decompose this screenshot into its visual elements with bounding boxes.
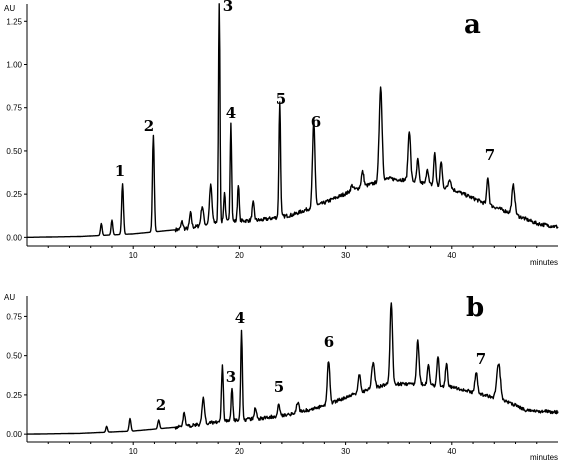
peak-label-7: 7 <box>485 146 495 164</box>
y-tick-label: 0.50 <box>6 352 22 361</box>
peak-label-5: 5 <box>276 90 286 108</box>
y-tick-label: 0.75 <box>6 312 22 321</box>
y-axis-label-b: AU <box>4 293 15 302</box>
panel-label-a: a <box>464 10 481 40</box>
y-tick-label: 0.25 <box>6 190 22 199</box>
chromatogram-trace <box>26 3 559 239</box>
x-tick-label: 30 <box>341 447 350 456</box>
y-tick-label: 0.00 <box>6 233 22 242</box>
y-tick-label: 0.00 <box>6 430 22 439</box>
peak-label-2: 2 <box>144 117 154 135</box>
x-tick-label: 20 <box>235 251 244 260</box>
x-tick-label: 20 <box>235 447 244 456</box>
peak-label-4: 4 <box>226 104 236 122</box>
panel-label-b: b <box>466 293 484 323</box>
peak-label-6: 6 <box>324 333 334 351</box>
x-axis-label-b: minutes <box>530 453 558 462</box>
y-tick-label: 1.00 <box>6 61 22 70</box>
x-tick-label: 10 <box>129 447 138 456</box>
chromatogram-panel-a: AU a minutes 0.00 0.25 0.50 0.75 1.00 1.25 10 2… <box>4 0 559 267</box>
x-axis-label-a: minutes <box>530 258 558 267</box>
x-tick-label: 40 <box>447 251 456 260</box>
peak-label-1: 1 <box>115 162 125 180</box>
peak-label-6: 6 <box>311 113 321 131</box>
peak-label-3: 3 <box>226 368 236 386</box>
peak-label-3: 3 <box>223 0 233 15</box>
peak-label-5: 5 <box>274 378 284 396</box>
x-tick-label: 10 <box>129 251 138 260</box>
y-tick-label: 0.25 <box>6 391 22 400</box>
y-tick-label: 0.50 <box>6 147 22 156</box>
x-tick-label: 30 <box>341 251 350 260</box>
chromatogram-panel-b: AU b minutes 0.00 0.25 0.50 0.75 10 20 30 40 2 3 4… <box>4 293 559 462</box>
y-axis-label-a: AU <box>4 4 15 13</box>
peak-label-4: 4 <box>235 309 245 327</box>
peak-label-2: 2 <box>156 396 166 414</box>
peak-label-7: 7 <box>476 350 486 368</box>
y-tick-label: 0.75 <box>6 104 22 113</box>
chromatogram-trace <box>26 302 559 435</box>
x-tick-label: 40 <box>447 447 456 456</box>
y-tick-label: 1.25 <box>6 17 22 26</box>
